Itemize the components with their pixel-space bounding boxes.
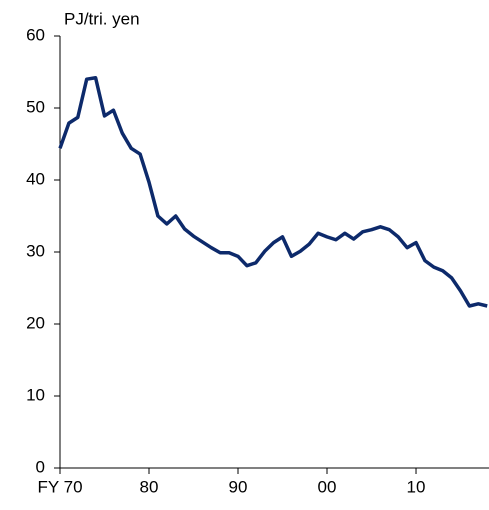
x-tick-label: FY 70 [37, 477, 82, 496]
data-line [58, 76, 488, 308]
y-unit-label: PJ/tri. yen [64, 9, 140, 28]
y-tick-label: 40 [26, 169, 45, 188]
x-tick-label: 00 [318, 477, 337, 496]
x-tick-label: 10 [407, 477, 426, 496]
x-tick-label: 80 [140, 477, 159, 496]
y-tick-label: 20 [26, 313, 45, 332]
y-tick-label: 0 [36, 457, 45, 476]
y-tick-label: 10 [26, 385, 45, 404]
x-tick-label: 90 [229, 477, 248, 496]
y-tick-label: 50 [26, 97, 45, 116]
y-tick-label: 30 [26, 241, 45, 260]
y-tick-label: 60 [26, 25, 45, 44]
